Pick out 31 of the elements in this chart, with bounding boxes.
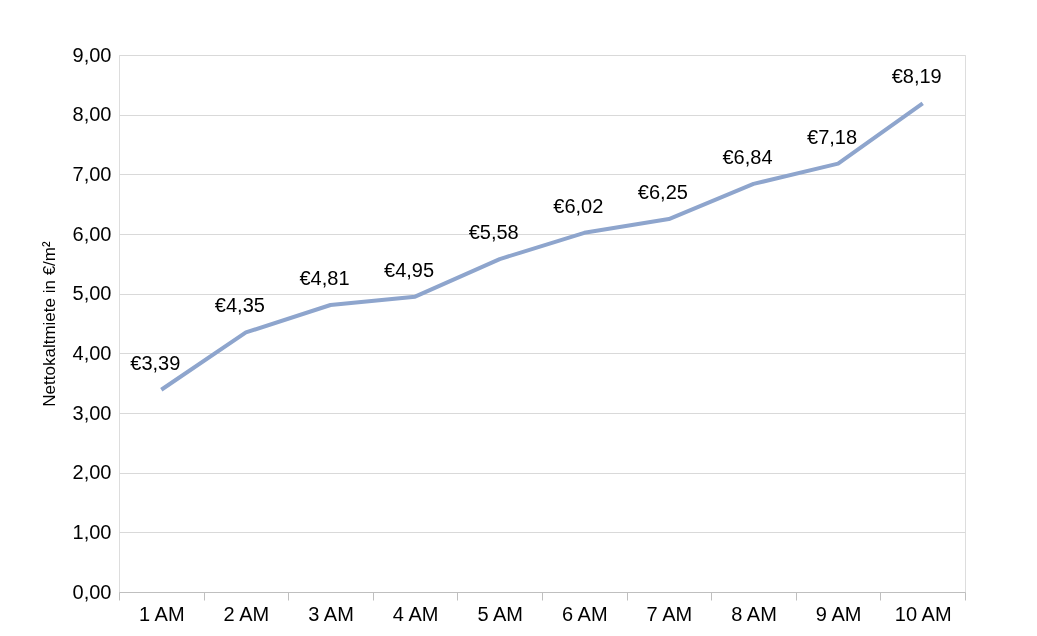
x-tick-label: 2 AM	[223, 602, 270, 625]
x-tick-label: 7 AM	[646, 602, 693, 625]
x-tick-label: 9 AM	[815, 602, 862, 625]
x-tick-label: 10 AM	[894, 602, 952, 625]
data-label: €4,81	[299, 267, 350, 289]
data-label: €8,19	[891, 65, 942, 88]
y-tick-label: 3,00	[72, 401, 112, 424]
y-tick-label: 5,00	[72, 282, 112, 305]
x-tick-label: 8 AM	[731, 602, 777, 625]
y-tick-label: 4,00	[72, 341, 112, 364]
y-tick-label: 9,00	[72, 43, 112, 66]
x-tick-label: 3 AM	[308, 602, 354, 625]
y-tick-label: 7,00	[72, 162, 112, 185]
data-label: €3,39	[130, 351, 181, 374]
y-tick-label: 6,00	[72, 222, 112, 245]
x-tick-label: 5 AM	[477, 602, 523, 625]
data-label: €6,25	[637, 181, 688, 204]
data-label: €4,35	[214, 294, 265, 317]
data-label: €5,58	[468, 221, 519, 244]
data-label: €6,84	[722, 145, 773, 168]
data-label: €4,95	[384, 258, 435, 281]
y-tick-label: 2,00	[72, 461, 112, 484]
x-tick-label: 1 AM	[139, 602, 185, 625]
data-label: €7,18	[807, 125, 858, 148]
y-tick-label: 8,00	[72, 103, 112, 126]
x-tick-label: 4 AM	[392, 602, 439, 625]
y-tick-label: 0,00	[72, 580, 112, 603]
data-label: €6,02	[553, 194, 604, 217]
x-tick-label: 6 AM	[562, 602, 608, 625]
y-tick-label: 1,00	[72, 520, 112, 543]
y-axis-title: Nettokaltmiete in €/m²	[39, 241, 59, 407]
